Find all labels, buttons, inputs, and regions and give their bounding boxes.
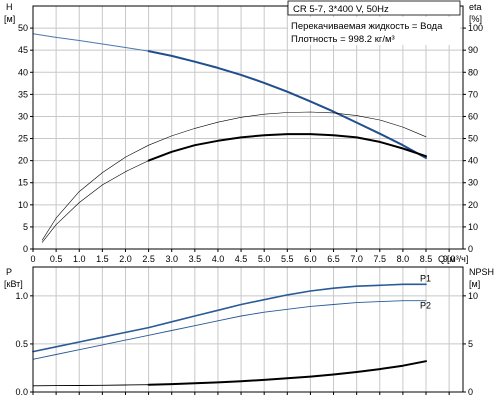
fluid-info-background xyxy=(288,17,460,45)
left-axis-tick-label: 35 xyxy=(18,89,28,99)
bottom-plot-frame xyxy=(32,266,464,393)
head-curve xyxy=(147,50,427,159)
head-curve xyxy=(32,33,150,52)
right-axis-tick-label: 30 xyxy=(468,178,478,188)
ticks xyxy=(30,27,466,395)
x-axis-tick-label: 8.0 xyxy=(397,254,410,264)
npsh-curve xyxy=(147,360,427,386)
series-label: P1 xyxy=(420,273,431,283)
x-axis-tick-label: 1.5 xyxy=(96,254,109,264)
right-axis-tick-label: 0 xyxy=(468,244,473,254)
fluid-info-line: Перекачиваемая жидкость = Вода xyxy=(291,21,443,32)
grid xyxy=(32,6,463,393)
x-axis-tick-label: 7.0 xyxy=(350,254,363,264)
title-box xyxy=(287,0,461,16)
efficiency-curve xyxy=(41,133,427,243)
right-axis-tick-label: 40 xyxy=(468,156,478,166)
x-axis-tick-label: 2.0 xyxy=(119,254,132,264)
x-axis-tick-label: 3.0 xyxy=(165,254,178,264)
right-axis-tick-label: 60 xyxy=(468,111,478,121)
x-axis-tick-label: 6.5 xyxy=(327,254,340,264)
left-axis-unit: [м] xyxy=(4,14,15,24)
left-axis-tick-label: 0 xyxy=(23,244,28,254)
x-axis-label: Q xyxy=(438,254,445,264)
x-axis-unit: [м³/ч] xyxy=(447,254,468,264)
left-axis-label: P xyxy=(6,267,12,277)
labels: 0510152025303540455001020304050607080901… xyxy=(4,2,494,397)
right-axis-tick-label: 10 xyxy=(468,291,478,301)
left-axis-tick-label: 45 xyxy=(18,45,28,55)
x-axis-tick-label: 6.0 xyxy=(304,254,317,264)
npsh-curve xyxy=(32,384,150,387)
right-axis-tick-label: 50 xyxy=(468,134,478,144)
right-axis-tick-label: 20 xyxy=(468,200,478,210)
left-axis-unit: [кВт] xyxy=(4,279,23,289)
left-axis-tick-label: 30 xyxy=(18,111,28,121)
left-axis-tick-label: 25 xyxy=(18,134,28,144)
x-axis-tick-label: 3.5 xyxy=(189,254,202,264)
x-axis-tick-label: 0.5 xyxy=(50,254,63,264)
right-axis-tick-label: 80 xyxy=(468,67,478,77)
right-axis-label: NPSH xyxy=(469,267,494,277)
efficiency-curve xyxy=(147,133,427,162)
right-axis-tick-label: 10 xyxy=(468,222,478,232)
power-curve xyxy=(32,283,427,353)
x-axis-tick-label: 9.0 xyxy=(443,254,456,264)
x-axis-tick-label: 2.5 xyxy=(142,254,155,264)
right-axis-unit: [м] xyxy=(469,279,480,289)
power-curve xyxy=(32,300,427,360)
left-axis-label: H xyxy=(6,2,13,12)
x-axis-tick-label: 8.5 xyxy=(420,254,433,264)
left-axis-tick-label: 20 xyxy=(18,156,28,166)
x-axis-tick-label: 5.5 xyxy=(281,254,294,264)
right-axis-tick-label: 0 xyxy=(468,387,473,397)
x-axis-tick-label: 1.0 xyxy=(73,254,86,264)
left-axis-tick-label: 0.0 xyxy=(15,387,28,397)
right-axis-tick-label: 5 xyxy=(468,339,473,349)
x-axis-tick-label: 0 xyxy=(30,254,35,264)
left-axis-tick-label: 10 xyxy=(18,200,28,210)
curves xyxy=(32,33,427,387)
left-axis-tick-label: 0.5 xyxy=(15,339,28,349)
left-axis-tick-label: 50 xyxy=(18,23,28,33)
density-info-line: Плотность = 998.2 кг/м³ xyxy=(291,34,395,45)
right-axis-tick-label: 70 xyxy=(468,89,478,99)
top-plot-frame xyxy=(32,5,464,250)
series-label: P2 xyxy=(420,301,431,311)
right-axis-tick-label: 100 xyxy=(468,23,483,33)
right-axis-label: eta xyxy=(469,2,482,12)
x-axis-tick-label: 7.5 xyxy=(374,254,387,264)
x-axis-tick-label: 4.0 xyxy=(212,254,225,264)
left-axis-tick-label: 5 xyxy=(23,222,28,232)
x-axis-tick-label: 5.0 xyxy=(258,254,271,264)
left-axis-tick-label: 15 xyxy=(18,178,28,188)
info-box: CR 5-7, 3*400 V, 50Hz Перекачиваемая жид… xyxy=(287,0,461,45)
chart-title: CR 5-7, 3*400 V, 50Hz xyxy=(293,4,389,15)
head-max-curve xyxy=(41,111,427,241)
x-axis-tick-label: 4.5 xyxy=(235,254,248,264)
right-axis-unit: [%] xyxy=(469,14,482,24)
left-axis-tick-label: 1.0 xyxy=(15,291,28,301)
right-axis-tick-label: 90 xyxy=(468,45,478,55)
left-axis-tick-label: 40 xyxy=(18,67,28,77)
